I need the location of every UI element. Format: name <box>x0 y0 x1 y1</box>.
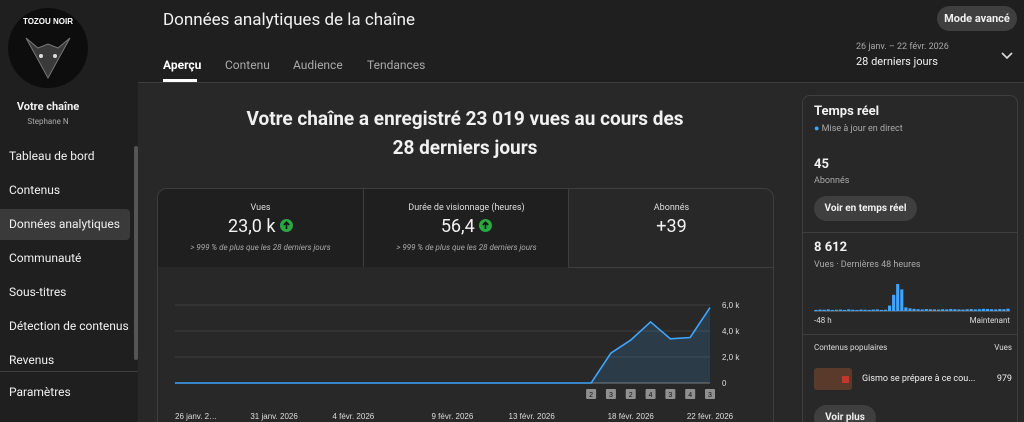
views-label: Vues · Dernières 48 heures <box>814 260 921 270</box>
metric-label: Durée de visionnage (heures) <box>408 203 525 213</box>
more-button[interactable]: Voir plus <box>814 405 876 422</box>
tab[interactable]: Tendances <box>367 58 426 72</box>
nav-item[interactable]: Données analytiques <box>9 217 120 231</box>
nav-item[interactable]: Communauté <box>9 251 82 265</box>
video-title[interactable]: Gismo se prépare à ce cou... <box>862 374 976 384</box>
metric-value: +39 <box>656 216 687 237</box>
nav-item[interactable]: Paramètres <box>9 385 71 399</box>
metric-tile[interactable]: Durée de visionnage (heures) 56,4 > 999 … <box>363 189 569 267</box>
realtime-button[interactable]: Voir en temps réel <box>814 196 917 221</box>
thumb-badge <box>842 376 849 383</box>
metric-label: Vues <box>250 203 271 213</box>
up-arrow <box>482 221 489 229</box>
advanced-mode-button[interactable]: Mode avancé <box>937 6 1017 31</box>
channel-name: Stephane N <box>27 117 69 126</box>
metric-value: 56,4 <box>364 216 569 237</box>
channel-avatar[interactable]: TOZOU NOIR <box>8 8 88 88</box>
metric-value-text: 56,4 <box>440 216 475 237</box>
tab[interactable]: Contenu <box>225 58 270 72</box>
video-views: 979 <box>996 374 1012 384</box>
scrollbar <box>134 146 138 360</box>
nav-item[interactable]: Détection de contenus <box>9 319 129 333</box>
metric-tile[interactable]: Vues 23,0 k > 999 % de plus que les 28 d… <box>158 189 363 267</box>
wolf-eye <box>39 54 43 58</box>
page-title: Données analytiques de la chaîne <box>163 10 415 30</box>
metric-tile[interactable]: Abonnés +39 <box>568 189 773 268</box>
up-icon <box>279 219 293 232</box>
sparkline-start: -48 h <box>814 316 832 325</box>
live-dot: ● <box>814 124 820 134</box>
nav-selected-bg <box>0 209 130 240</box>
period[interactable]: 28 derniers jours <box>856 55 938 68</box>
live-text: Mise à jour en direct <box>821 124 903 134</box>
nav-item[interactable]: Revenus <box>9 353 55 367</box>
tab[interactable]: Aperçu <box>163 58 202 72</box>
metric-change: > 999 % de plus que les 28 derniers jour… <box>396 243 537 252</box>
live-status: ● Mise à jour en direct <box>814 123 903 134</box>
subscribers-label: Abonnés <box>814 176 850 186</box>
popular-label: Contenus populaires <box>814 343 888 352</box>
subscribers: 45 <box>814 157 829 172</box>
video-thumbnail[interactable] <box>814 368 852 390</box>
headline: Votre chaîne a enregistré 23 019 vues au… <box>246 107 684 159</box>
wolf-eye <box>53 54 57 58</box>
overview-card: Vues 23,0 k > 999 % de plus que les 28 d… <box>157 188 774 422</box>
logo-text: TOZOU NOIR <box>23 17 73 26</box>
realtime-panel <box>802 95 1018 422</box>
metric-value-text: 23,0 k <box>228 216 276 237</box>
header <box>138 0 1024 83</box>
metric-value: 23,0 k <box>158 216 363 237</box>
nav-item[interactable]: Sous-titres <box>9 285 67 299</box>
channel-label: Votre chaîne <box>16 100 80 113</box>
divider <box>0 371 138 372</box>
sparkline-end: Maintenant <box>969 316 1010 325</box>
nav-item[interactable]: Contenus <box>9 183 61 197</box>
date-range: 26 janv. – 22 févr. 2026 <box>856 42 949 52</box>
chevron[interactable] <box>1000 51 1014 61</box>
views-column: Vues <box>994 343 1012 352</box>
metric-change: > 999 % de plus que les 28 derniers jour… <box>190 243 331 252</box>
divider <box>803 232 1017 233</box>
chevron-icon <box>1001 52 1013 60</box>
nav-item[interactable]: Tableau de bord <box>9 149 95 163</box>
divider <box>803 334 1017 335</box>
realtime-title: Temps réel <box>814 104 880 119</box>
tab[interactable]: Audience <box>293 58 343 72</box>
views: 8 612 <box>814 240 848 255</box>
wolf-icon <box>25 37 71 80</box>
metric-label: Abonnés <box>653 203 690 213</box>
up-icon <box>479 219 493 232</box>
up-arrow <box>283 221 290 229</box>
tab-underline <box>163 79 197 82</box>
